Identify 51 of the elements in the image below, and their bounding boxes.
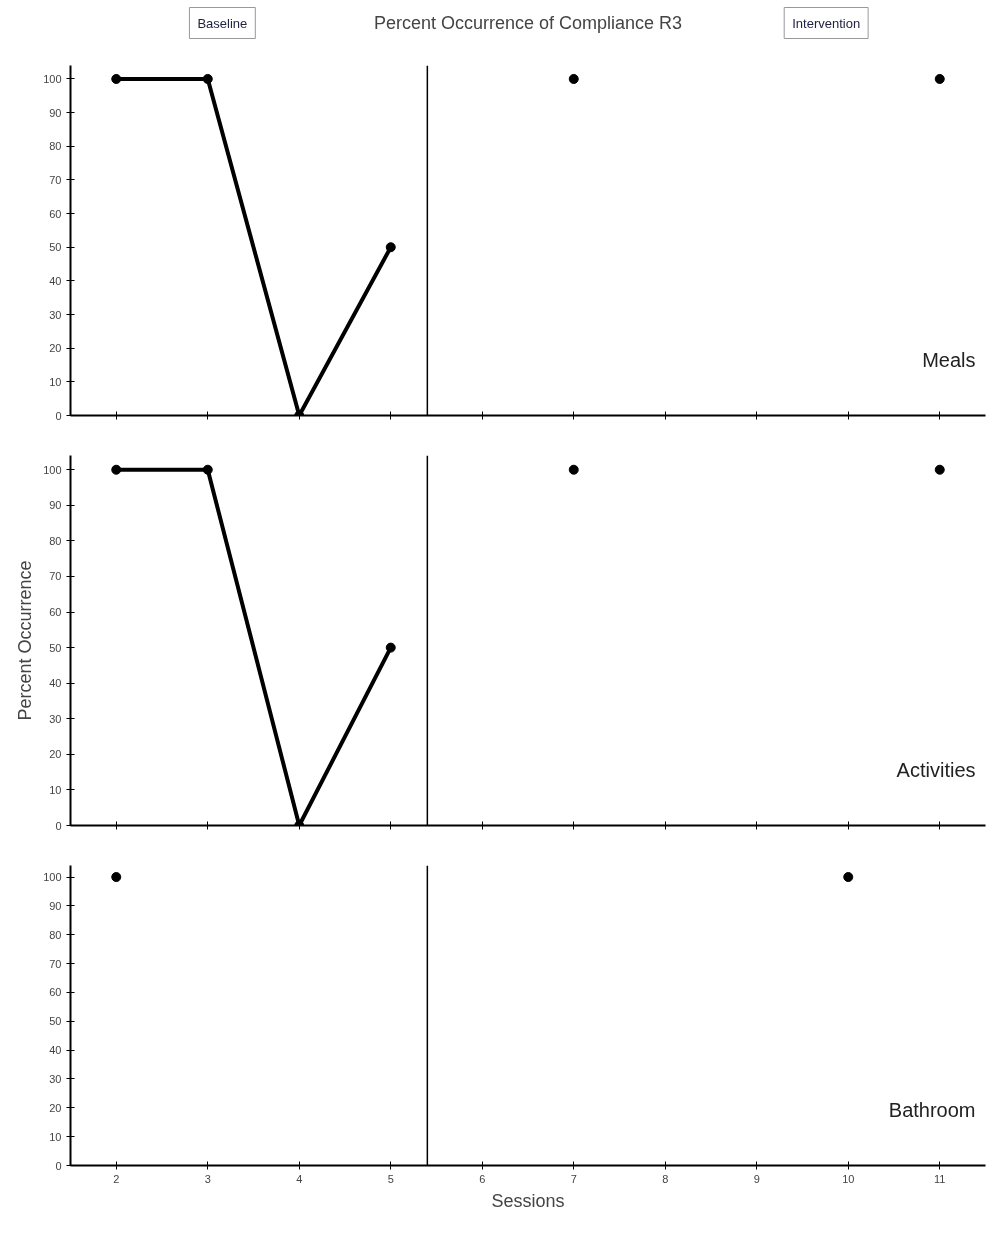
- y-tick-label: 10: [49, 375, 62, 388]
- chart-title: Percent Occurrence of Compliance R3: [373, 13, 683, 33]
- y-tick-label: 80: [49, 928, 62, 941]
- y-tick-label: 70: [49, 173, 62, 186]
- x-tick-label: 2: [113, 1172, 120, 1185]
- y-tick-label: 90: [49, 899, 62, 912]
- y-tick-label: 50: [49, 641, 62, 654]
- y-tick-label: 100: [43, 871, 62, 884]
- y-tick-label: 0: [55, 409, 62, 422]
- x-tick-label: 7: [570, 1172, 577, 1185]
- y-tick-label: 0: [55, 819, 62, 832]
- y-tick-label: 90: [49, 499, 62, 512]
- x-tick-label: 6: [479, 1172, 486, 1185]
- y-tick-label: 50: [49, 1015, 62, 1028]
- x-tick-label: 11: [934, 1172, 946, 1185]
- x-tick-label: 10: [842, 1172, 855, 1185]
- y-tick-label: 90: [49, 106, 62, 119]
- y-tick-label: 30: [49, 712, 62, 725]
- annotation: Meals: [922, 348, 976, 371]
- y-tick-label: 60: [49, 986, 62, 999]
- y-tick-label: 40: [49, 274, 62, 287]
- annotation: Activities: [896, 758, 976, 781]
- y-tick-label: 30: [49, 1072, 62, 1085]
- x-tick-label: 4: [296, 1172, 303, 1185]
- y-tick-label: 50: [49, 241, 62, 254]
- y-tick-label: 80: [49, 534, 62, 547]
- y-tick-label: 0: [55, 1159, 62, 1172]
- text: Intervention: [792, 15, 861, 31]
- y-tick-label: 80: [49, 140, 62, 153]
- x-axis-title: Sessions: [491, 1190, 565, 1211]
- y-tick-label: 100: [43, 72, 62, 85]
- x-tick-label: 9: [753, 1172, 760, 1185]
- x-tick-label: 3: [204, 1172, 211, 1185]
- y-tick-label: 10: [49, 783, 62, 796]
- text: Baseline: [197, 15, 248, 31]
- annotation: Bathroom: [888, 1098, 976, 1121]
- y-tick-label: 70: [49, 957, 62, 970]
- y-tick-label: 60: [49, 207, 62, 220]
- y-tick-label: 40: [49, 1044, 62, 1057]
- y-tick-label: 20: [49, 342, 62, 355]
- y-tick-label: 100: [43, 463, 62, 476]
- y-tick-label: 20: [49, 748, 62, 761]
- x-tick-label: 5: [387, 1172, 394, 1185]
- y-tick-label: 70: [49, 570, 62, 583]
- y-tick-label: 10: [49, 1130, 62, 1143]
- y-tick-label: 20: [49, 1101, 62, 1114]
- y-axis-title: Percent Occurrence: [15, 560, 36, 721]
- x-tick-label: 8: [662, 1172, 669, 1185]
- y-tick-label: 60: [49, 606, 62, 619]
- y-tick-label: 40: [49, 677, 62, 690]
- y-tick-label: 30: [49, 308, 62, 321]
